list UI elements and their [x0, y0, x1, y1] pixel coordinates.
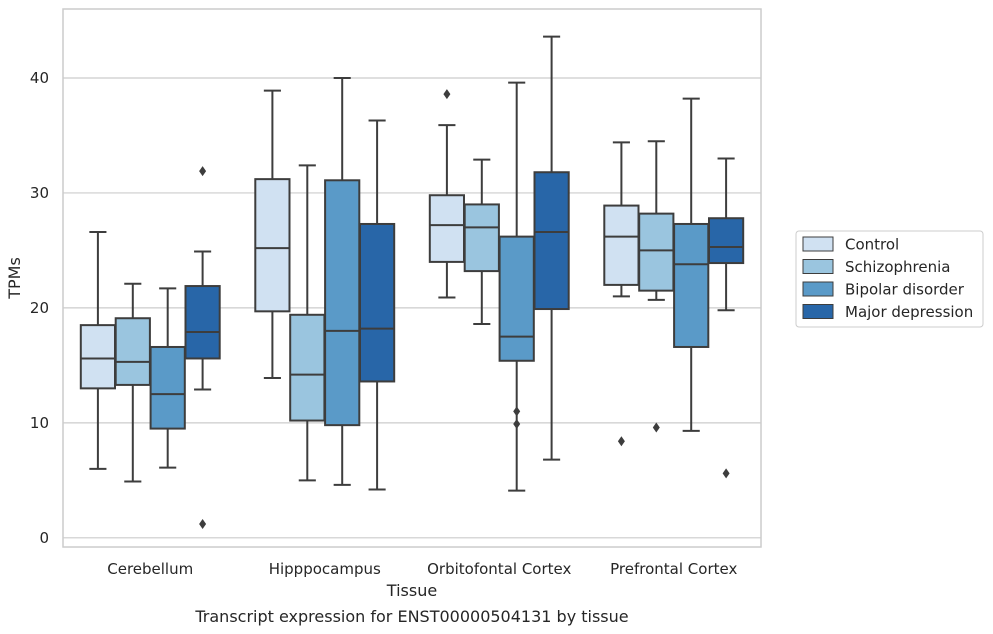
y-tick-label: 20 [30, 299, 49, 317]
box-2-3 [673, 97, 710, 432]
x-tick-label: Prefrontal Cortex [610, 560, 737, 578]
y-tick-label: 30 [30, 184, 49, 202]
iqr-box [358, 222, 396, 383]
box-3-1 [358, 119, 396, 491]
outlier-point [513, 418, 521, 429]
box-2-1 [324, 76, 361, 486]
legend-frame [795, 230, 984, 328]
iqr-box [289, 313, 326, 422]
x-tick-label: Cerebellum [107, 560, 193, 578]
legend-label: Bipolar disorder [845, 281, 965, 299]
iqr-box [498, 235, 535, 362]
legend-swatch [802, 304, 834, 319]
box-0-0 [79, 231, 117, 470]
y-tick-label: 10 [30, 414, 49, 432]
box-0-3 [603, 141, 640, 447]
box-3-0 [184, 166, 221, 530]
outlier-point [443, 89, 451, 100]
outlier-point [199, 519, 207, 530]
y-tick-labels: 0 10 20 30 40 [30, 69, 49, 547]
outlier-point [652, 422, 660, 433]
box-1-3 [638, 140, 675, 433]
y-axis-label: TPMs [5, 257, 24, 300]
legend-swatch [802, 236, 834, 252]
iqr-box [638, 212, 675, 292]
iqr-box [114, 317, 151, 386]
box-3-3 [707, 157, 745, 479]
outlier-point [617, 436, 625, 447]
outlier-point [513, 406, 521, 417]
y-tick-label: 40 [30, 69, 49, 87]
x-tick-label: Orbitofontal Cortex [427, 560, 571, 578]
iqr-box [533, 171, 570, 311]
iqr-box [324, 179, 361, 427]
iqr-box [184, 285, 221, 360]
box-2-2 [498, 81, 535, 492]
box-1-2 [463, 158, 500, 325]
box-1-1 [289, 164, 326, 482]
legend-swatch [802, 259, 834, 274]
chart-title: Transcript expression for ENST0000050413… [194, 607, 628, 626]
box-0-1 [254, 89, 291, 380]
boxes [79, 35, 745, 530]
legend-label: Major depression [845, 303, 973, 321]
box-3-2 [533, 35, 570, 461]
iqr-box [673, 222, 710, 348]
box-0-2 [428, 89, 466, 299]
outlier-point [722, 468, 730, 479]
x-tick-label: Hipppocampus [269, 560, 381, 578]
x-tick-labels: Cerebellum Hipppocampus Orbitofontal Corte… [107, 560, 737, 578]
outlier-point [199, 166, 207, 177]
legend-swatch [802, 281, 834, 297]
legend-label: Schizophrenia [845, 258, 950, 276]
iqr-box [707, 217, 745, 265]
iqr-box [603, 204, 640, 286]
iqr-box [463, 203, 500, 273]
x-axis-label: Tissue [386, 581, 437, 600]
iqr-box [428, 194, 466, 263]
iqr-box [254, 178, 291, 313]
iqr-box [149, 345, 186, 430]
y-tick-label: 0 [39, 529, 49, 547]
box-2-0 [149, 287, 186, 469]
iqr-box [79, 324, 117, 390]
legend: Control Schizophrenia Bipolar disorder Majo… [795, 230, 984, 328]
legend-label: Control [845, 236, 899, 254]
